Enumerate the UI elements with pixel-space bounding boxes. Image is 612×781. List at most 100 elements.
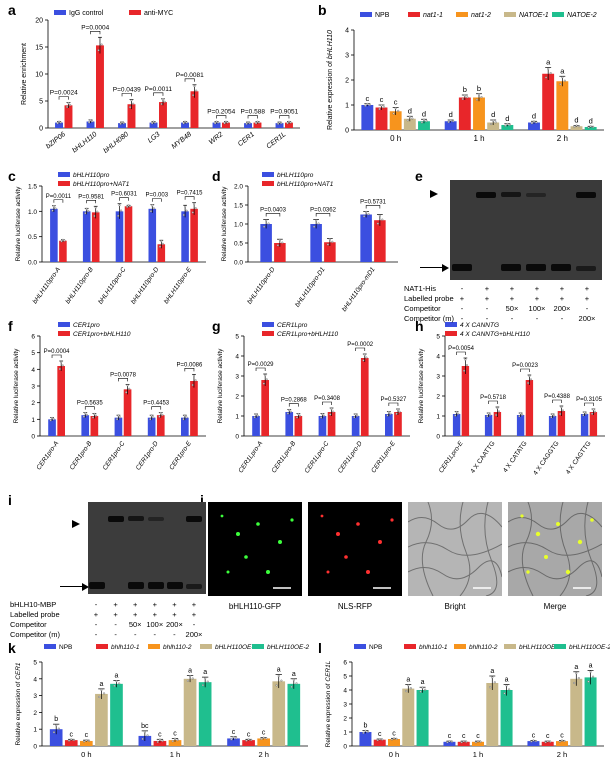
data-point [161, 98, 165, 101]
panel-label-l: l [318, 640, 322, 656]
significance-letter: a [421, 679, 425, 686]
data-point [298, 414, 302, 417]
bar [275, 123, 284, 128]
data-point [463, 369, 466, 372]
data-point [577, 677, 580, 680]
emsa-lane-value: + [191, 600, 197, 609]
significance-letter: c [262, 730, 266, 737]
data-point [480, 96, 483, 99]
data-point [365, 356, 368, 359]
data-point [328, 238, 331, 241]
significance-bracket [255, 367, 266, 371]
emsa-i-shift-band [128, 516, 144, 521]
significance-bracket [365, 205, 381, 209]
micro-j: bHLH110-GFP NLS-RFP Bright Merge [208, 502, 610, 632]
emsa-lane-value: + [534, 294, 540, 303]
emsa-row-label: NAT1-His [404, 284, 436, 293]
data-point [98, 695, 101, 698]
data-point [529, 378, 533, 381]
data-point [258, 121, 261, 124]
legend-swatch [262, 322, 274, 327]
y-tick-label: 1.0 [28, 209, 37, 216]
emsa-lane-value: - [535, 314, 539, 323]
emsa-lane-value: + [484, 294, 490, 303]
significance-letter: b [463, 85, 467, 94]
bar [148, 208, 157, 262]
data-point [113, 684, 116, 687]
data-point [592, 125, 595, 128]
data-point [262, 382, 265, 385]
category-label: CER1pro-D [135, 440, 160, 472]
bar [159, 102, 167, 128]
p-value-label: P=0.0086 [176, 362, 203, 368]
emsa-lane-value: + [509, 284, 515, 293]
data-point [129, 205, 132, 208]
data-point [491, 676, 494, 679]
p-value-label: P=0.0054 [448, 346, 475, 352]
y-tick-label: 0 [33, 744, 37, 751]
y-tick-label: 0 [39, 126, 43, 133]
y-tick-label: 1.0 [234, 222, 243, 229]
legend-label: bhlh110-2 [469, 644, 498, 651]
emsa-lane-value: - [460, 304, 464, 313]
category-label: CER1pro-C [102, 440, 127, 472]
data-point [518, 415, 521, 418]
y-tick-label: 0.5 [234, 241, 243, 248]
data-point [182, 122, 185, 125]
data-point [561, 409, 565, 412]
data-point [287, 120, 291, 123]
emsa-lane-value: 200× [185, 630, 203, 639]
panel-label-f: f [8, 318, 13, 334]
data-point [256, 120, 259, 123]
legend-label: bHLH110pro [277, 172, 314, 179]
data-point [185, 121, 188, 124]
legend-label: bHLH110pro [73, 172, 110, 179]
significance-letter: c [448, 733, 452, 740]
data-point [486, 415, 489, 418]
chart-f: 0 1 2 3 4 5 6 Relative luciferase activity CER1p… [13, 322, 206, 472]
y-tick-label: 4 [235, 354, 239, 361]
data-point [206, 680, 209, 683]
y-tick-label: 0.0 [234, 260, 243, 267]
bar [285, 412, 294, 436]
p-value-label: P=0.5327 [380, 397, 407, 403]
significance-bracket [279, 115, 290, 119]
legend-swatch [200, 644, 212, 649]
data-point [367, 213, 370, 216]
emsa-row-label: Labelled probe [404, 294, 454, 303]
bar [115, 211, 124, 262]
data-point [508, 688, 511, 691]
emsa-lane-value: - [133, 630, 137, 639]
significance-letter: c [173, 730, 177, 737]
bar [57, 366, 65, 436]
data-point [116, 418, 119, 421]
bar [541, 741, 554, 746]
legend-swatch [262, 181, 274, 186]
data-point [585, 412, 588, 415]
chart-l: 0 1 2 3 4 5 6 Relative expression of CER1L b c c a a… [325, 644, 610, 759]
data-point [183, 120, 187, 123]
bar [181, 211, 189, 262]
free-probe-arrowhead [442, 264, 449, 272]
p-value-label: P=0.3408 [314, 396, 341, 402]
legend-swatch [408, 12, 420, 17]
data-point [152, 120, 155, 123]
data-point [214, 122, 217, 125]
category-label: 0 h [390, 134, 401, 143]
significance-letter: c [546, 733, 550, 740]
data-point [420, 121, 423, 124]
data-point [158, 415, 161, 418]
data-point [475, 98, 478, 101]
emsa-i-free-band [89, 582, 105, 589]
data-point [151, 122, 154, 125]
bar [318, 416, 327, 436]
emsa-lane-value: + [534, 284, 540, 293]
legend-swatch [445, 331, 457, 336]
data-point [331, 240, 334, 243]
data-point [132, 102, 135, 105]
emsa-lane-value: + [152, 600, 157, 609]
data-point [395, 412, 398, 415]
emsa-lane-value: - [460, 314, 464, 323]
data-point [275, 684, 278, 687]
y-tick-label: 1.5 [234, 203, 243, 210]
